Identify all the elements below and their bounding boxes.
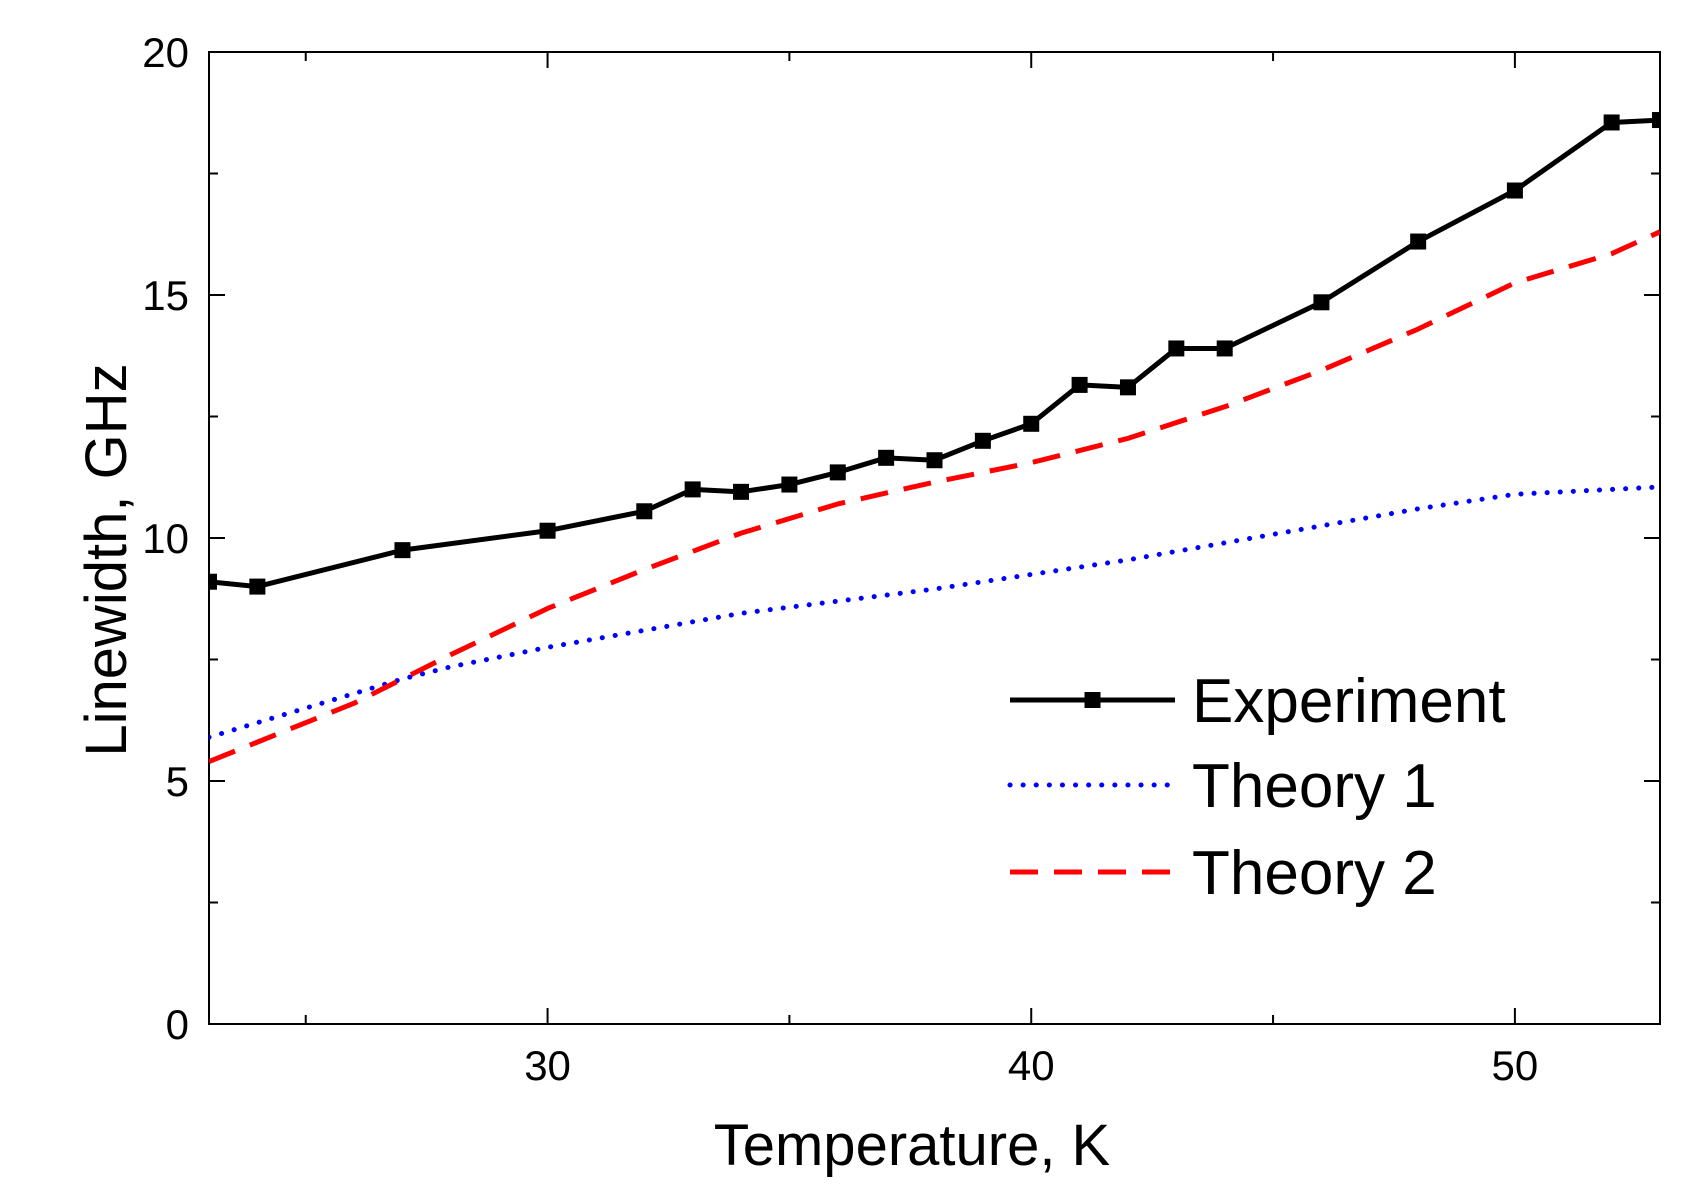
experiment-point bbox=[249, 578, 266, 595]
experiment-point bbox=[1119, 379, 1136, 396]
series-line-1 bbox=[209, 117, 1660, 590]
experiment-point bbox=[1168, 340, 1185, 357]
experiment-point bbox=[636, 503, 653, 520]
y-axis-title: Linewidth, GHz bbox=[74, 363, 139, 756]
y-tick-label: 5 bbox=[166, 758, 189, 805]
experiment-point bbox=[829, 464, 846, 481]
y-tick-label: 20 bbox=[142, 29, 189, 76]
experiment-point bbox=[1023, 415, 1040, 432]
y-tick-labels: 0 5 10 15 20 bbox=[142, 29, 189, 1048]
series-line-2 bbox=[209, 484, 1660, 740]
x-tick-label: 50 bbox=[1492, 1042, 1539, 1089]
experiment-point bbox=[781, 476, 798, 493]
legend-label-1: Experiment bbox=[1192, 667, 1506, 736]
experiment-point bbox=[539, 522, 556, 539]
y-tick-label: 0 bbox=[166, 1001, 189, 1048]
x-tick-label: 40 bbox=[1008, 1042, 1055, 1089]
experiment-point bbox=[926, 452, 943, 469]
plot-frame bbox=[208, 51, 1661, 1025]
y-tick-label: 10 bbox=[142, 515, 189, 562]
experiment-point bbox=[733, 483, 750, 500]
x-tick-labels: 30 40 50 bbox=[524, 1042, 1538, 1089]
legend: Experiment Theory 1 Theory 2 bbox=[1007, 667, 1506, 908]
x-tick-label: 30 bbox=[524, 1042, 571, 1089]
experiment-point bbox=[1071, 376, 1088, 393]
experiment-point bbox=[1410, 233, 1427, 250]
series-layer bbox=[209, 112, 1660, 764]
x-axis-title: Temperature, K bbox=[714, 1113, 1111, 1178]
legend-marker bbox=[1084, 692, 1101, 708]
series-line-3 bbox=[209, 229, 1660, 764]
experiment-point bbox=[1313, 294, 1330, 311]
axis-ticks bbox=[209, 51, 1660, 1025]
experiment-point bbox=[974, 432, 991, 449]
legend-label-3: Theory 2 bbox=[1192, 839, 1437, 908]
experiment-point bbox=[684, 481, 701, 498]
y-tick-label: 15 bbox=[142, 272, 189, 319]
experiment-point bbox=[1216, 340, 1233, 357]
experiment-point bbox=[878, 449, 895, 466]
experiment-point bbox=[394, 542, 411, 559]
experiment-point bbox=[1603, 114, 1620, 131]
experiment-point bbox=[1506, 182, 1523, 199]
experiment-point bbox=[209, 573, 217, 590]
experiment-point bbox=[1652, 112, 1660, 129]
legend-label-2: Theory 1 bbox=[1192, 752, 1437, 821]
